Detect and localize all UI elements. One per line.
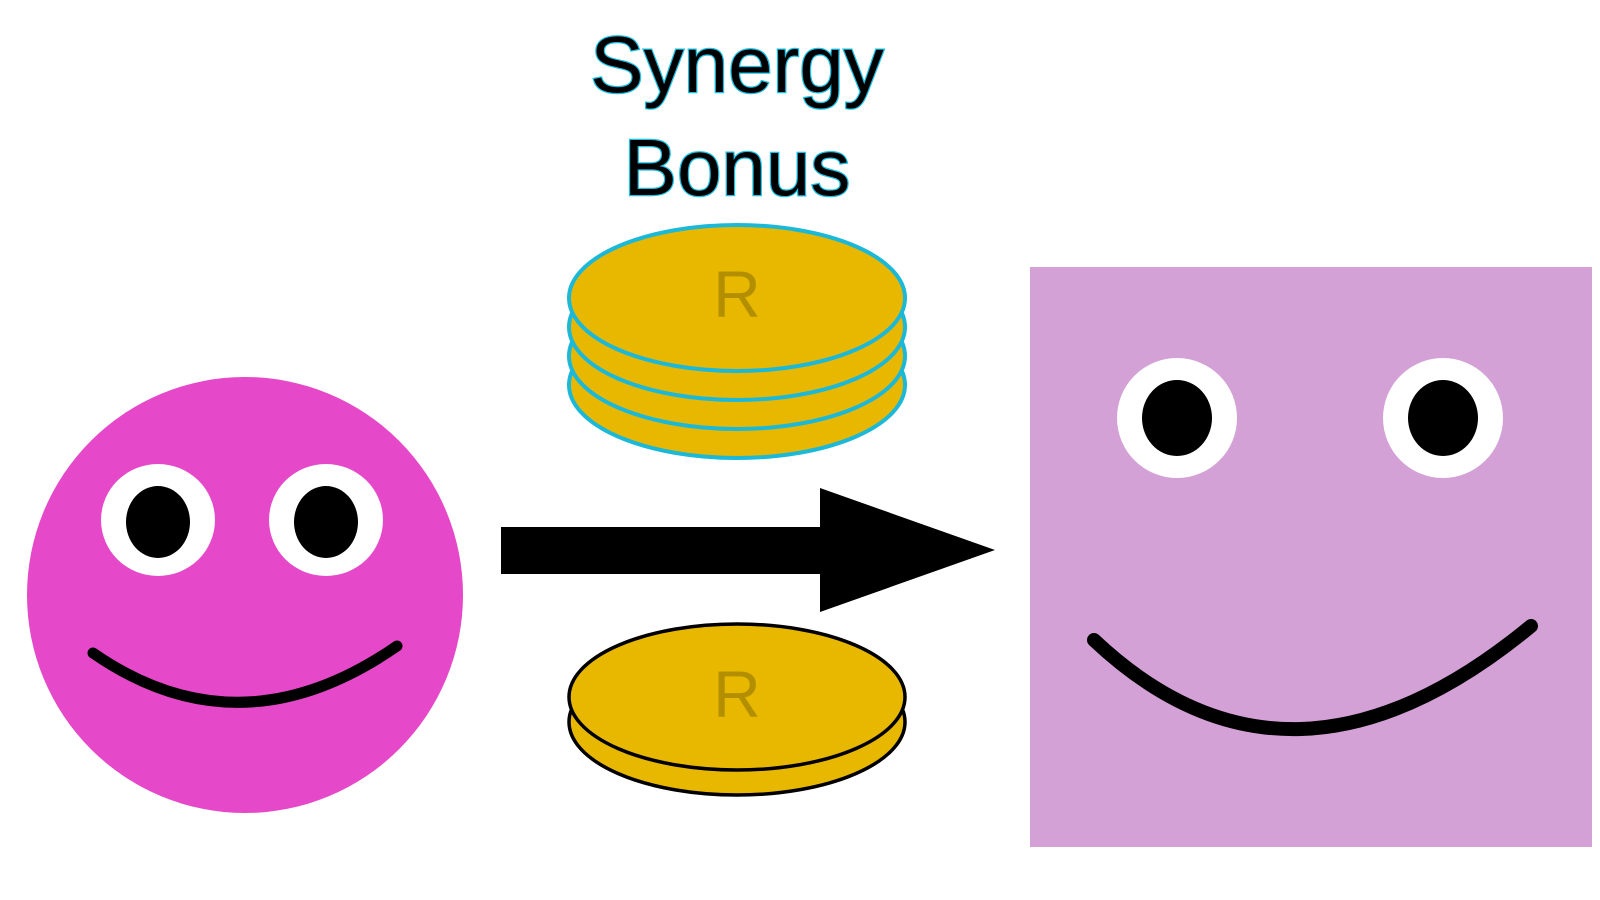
title-line-1: Synergy [590,20,883,109]
synergy-bonus-title: Synergy Bonus [589,19,885,214]
synergy-coin-1 [567,223,907,373]
right-character-square-smiley [1030,267,1592,847]
arrow-shape [501,488,995,612]
right-eye-pupil [294,486,358,558]
base-coin-1 [567,622,907,772]
base-coin-letter: R [713,657,761,731]
base-coin-stack: R [567,622,907,797]
square-face [1030,267,1592,847]
left-eye-pupil [126,486,190,558]
smile-mouth [87,640,403,708]
synergy-coin-stack: R [567,223,907,460]
right-eye-pupil [1408,380,1478,456]
synergy-coin-letter: R [713,257,761,331]
title-line-2: Bonus [624,123,851,212]
left-eye-pupil [1142,380,1212,456]
circle-face [27,377,463,813]
smile-mouth [1087,619,1538,736]
transform-arrow [501,488,995,612]
left-character-circle-smiley [27,377,463,813]
